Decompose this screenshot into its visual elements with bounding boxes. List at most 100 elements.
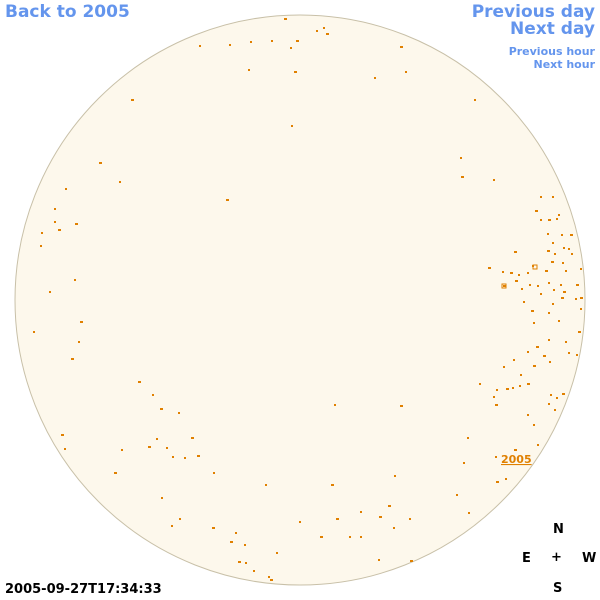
star-dot — [493, 179, 495, 181]
star-dot — [548, 403, 550, 405]
star-dot — [562, 262, 564, 264]
star-dot — [563, 247, 565, 249]
star-dot — [270, 579, 273, 581]
compass-east: E — [522, 551, 531, 566]
star-dot — [549, 361, 551, 363]
star-dot — [235, 532, 237, 534]
star-dot — [560, 284, 562, 286]
next-hour-link[interactable]: Next hour — [533, 58, 596, 71]
star-dot — [580, 268, 582, 270]
star-dot — [65, 188, 67, 190]
star-dot — [54, 208, 56, 210]
star-dot — [520, 374, 522, 376]
star-dot — [562, 393, 565, 395]
star-dot — [558, 214, 560, 216]
back-to-2005-link[interactable]: Back to 2005 — [5, 2, 130, 22]
star-dot — [148, 446, 151, 448]
star-dot — [548, 282, 550, 284]
star-dot — [78, 341, 80, 343]
star-dot — [514, 251, 517, 253]
star-dot — [563, 291, 566, 293]
star-dot — [565, 341, 567, 343]
star-dot — [360, 536, 362, 538]
star-dot — [552, 242, 554, 244]
star-dot — [360, 511, 362, 513]
star-dot — [131, 99, 134, 101]
star-dot — [548, 219, 551, 221]
star-dot — [378, 559, 380, 561]
star-dot — [463, 462, 465, 464]
star-dot — [191, 437, 194, 439]
star-dot — [284, 18, 287, 20]
star-dot — [54, 221, 56, 223]
star-dot — [230, 541, 233, 543]
star-dot — [64, 448, 66, 450]
star-dot — [493, 396, 495, 398]
next-day-link[interactable]: Next day — [510, 19, 595, 39]
star-dot — [551, 261, 554, 263]
compass-north: N — [553, 522, 564, 537]
star-dot — [537, 285, 539, 287]
star-dot — [388, 505, 391, 507]
star-dot — [156, 438, 158, 440]
star-dot — [535, 210, 538, 212]
star-dot — [271, 40, 273, 42]
star-dot — [568, 352, 570, 354]
star-dot — [179, 518, 181, 520]
star-dot — [519, 385, 521, 387]
star-dot — [320, 536, 323, 538]
star-dot — [580, 297, 583, 299]
star-dot — [331, 484, 334, 486]
object-marker — [532, 264, 538, 270]
compass-west: W — [582, 551, 597, 566]
star-dot — [505, 478, 507, 480]
star-dot — [374, 77, 376, 79]
star-dot — [152, 394, 154, 396]
star-dot — [488, 267, 491, 269]
star-dot — [576, 354, 578, 356]
star-dot — [394, 475, 396, 477]
star-dot — [548, 339, 550, 341]
star-dot — [49, 291, 51, 293]
star-dot — [552, 196, 554, 198]
star-dot — [513, 359, 515, 361]
star-dot — [296, 40, 299, 42]
object-label-2005[interactable]: 2005 — [501, 453, 532, 466]
object-marker — [501, 283, 507, 289]
star-dot — [554, 253, 556, 255]
star-dot — [172, 456, 174, 458]
star-dot — [161, 497, 163, 499]
previous-hour-link[interactable]: Previous hour — [508, 45, 595, 58]
star-dot — [550, 394, 552, 396]
star-dot — [184, 457, 186, 459]
star-dot — [468, 512, 470, 514]
star-dot — [561, 297, 564, 299]
star-dot — [290, 47, 292, 49]
star-dot — [467, 437, 469, 439]
star-dot — [533, 322, 535, 324]
star-dot — [178, 412, 180, 414]
star-dot — [527, 414, 529, 416]
star-dot — [540, 219, 542, 221]
star-dot — [75, 223, 78, 225]
star-dot — [556, 397, 558, 399]
star-dot — [527, 272, 529, 274]
previous-day-link[interactable]: Previous day — [471, 2, 595, 22]
star-dot — [533, 365, 536, 367]
star-dot — [171, 525, 173, 527]
star-dot — [316, 30, 318, 32]
star-dot — [561, 234, 563, 236]
star-dot — [58, 229, 61, 231]
star-dot — [547, 233, 549, 235]
star-dot — [212, 527, 215, 529]
star-dot — [197, 455, 200, 457]
star-dot — [529, 284, 531, 286]
sky-disc — [14, 14, 586, 586]
star-dot — [74, 279, 76, 281]
star-dot — [379, 516, 382, 518]
star-dot — [552, 303, 554, 305]
star-dot — [575, 298, 577, 300]
star-dot — [578, 331, 581, 333]
star-dot — [244, 544, 246, 546]
star-dot — [503, 366, 505, 368]
